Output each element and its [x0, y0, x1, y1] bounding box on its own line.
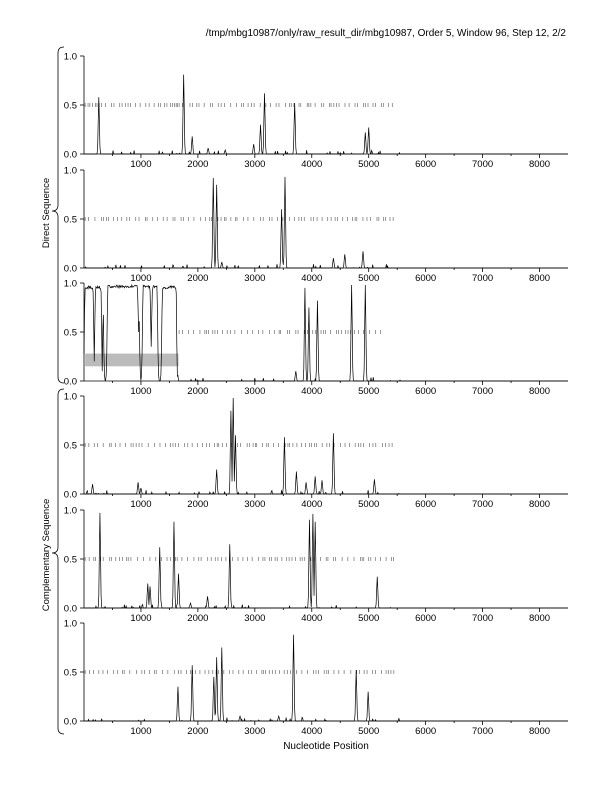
x-tick-label: 7000 — [472, 726, 493, 737]
panel-complementary-frame-2: 0.0 0.5 1.0 1000 2000 3000 4000 5000 6000 7000 800… — [64, 506, 568, 624]
x-tick-label: 5000 — [358, 613, 379, 624]
x-tick-label: 1000 — [130, 386, 151, 397]
x-tick-label: 3000 — [244, 726, 265, 737]
x-tick-label: 2000 — [187, 499, 208, 510]
x-tick-label: 8000 — [529, 159, 550, 170]
x-tick-label: 5000 — [358, 726, 379, 737]
y-tick-label: 0.0 — [64, 717, 77, 728]
x-tick-label: 8000 — [529, 726, 550, 737]
x-tick-label: 1000 — [130, 273, 151, 284]
x-tick-label: 2000 — [187, 159, 208, 170]
x-tick-label: 2000 — [187, 273, 208, 284]
y-tick-label: 1.0 — [64, 392, 77, 403]
complementary-sequence-label: Complementary Sequence — [41, 499, 52, 611]
x-tick-label: 7000 — [472, 499, 493, 510]
x-tick-label: 6000 — [415, 159, 436, 170]
panel-direct-frame-2: 0.0 0.5 1.0 1000 2000 3000 4000 5000 6000 7000 800… — [64, 166, 568, 284]
x-tick-label: 7000 — [472, 273, 493, 284]
y-tick-label: 1.0 — [64, 506, 77, 517]
x-tick-label: 1000 — [130, 159, 151, 170]
panel-direct-frame-3: 0.0 0.5 1.0 1000 2000 3000 4000 5000 6000 7000 800… — [64, 279, 568, 397]
x-tick-label: 8000 — [529, 273, 550, 284]
y-tick-label: 0.0 — [64, 264, 77, 275]
figure-title: /tmp/mbg10987/only/raw_result_dir/mbg109… — [206, 28, 567, 39]
y-tick-label: 0.0 — [64, 150, 77, 161]
panel-direct-frame-1: 0.0 0.5 1.0 1000 2000 3000 4000 5000 6000 7000 800… — [64, 52, 568, 170]
y-tick-label: 0.5 — [64, 328, 77, 339]
x-tick-label: 4000 — [301, 386, 322, 397]
y-tick-label: 1.0 — [64, 279, 77, 290]
panel-complementary-frame-3: 0.0 0.5 1.0 1000 2000 3000 4000 5000 6000 7000 800… — [64, 619, 568, 737]
x-tick-label: 3000 — [244, 499, 265, 510]
probability-series — [84, 397, 568, 495]
x-tick-label: 6000 — [415, 726, 436, 737]
y-tick-label: 1.0 — [64, 52, 77, 63]
x-tick-label: 8000 — [529, 386, 550, 397]
y-tick-label: 0.5 — [64, 441, 77, 452]
x-tick-label: 3000 — [244, 159, 265, 170]
shaded-band — [85, 353, 179, 367]
x-tick-label: 1000 — [130, 613, 151, 624]
x-tick-label: 6000 — [415, 386, 436, 397]
x-tick-label: 3000 — [244, 386, 265, 397]
x-tick-label: 5000 — [358, 386, 379, 397]
y-tick-label: 0.0 — [64, 604, 77, 615]
x-tick-label: 7000 — [472, 159, 493, 170]
x-tick-label: 1000 — [130, 499, 151, 510]
x-tick-label: 4000 — [301, 273, 322, 284]
x-tick-label: 1000 — [130, 726, 151, 737]
x-tick-label: 6000 — [415, 499, 436, 510]
y-tick-label: 0.5 — [64, 215, 77, 226]
x-tick-label: 5000 — [358, 499, 379, 510]
x-tick-label: 3000 — [244, 613, 265, 624]
complementary-group-brace — [51, 388, 65, 735]
x-tick-label: 7000 — [472, 386, 493, 397]
y-tick-label: 0.5 — [64, 101, 77, 112]
x-tick-label: 5000 — [358, 273, 379, 284]
x-axis-label: Nucleotide Position — [283, 741, 369, 752]
probability-series — [83, 283, 568, 382]
x-tick-label: 4000 — [301, 499, 322, 510]
x-tick-label: 8000 — [529, 613, 550, 624]
x-tick-label: 3000 — [244, 273, 265, 284]
x-tick-label: 4000 — [301, 613, 322, 624]
y-tick-label: 1.0 — [64, 619, 77, 630]
x-tick-label: 7000 — [472, 613, 493, 624]
x-tick-label: 6000 — [415, 273, 436, 284]
y-tick-label: 0.0 — [64, 377, 77, 388]
x-tick-label: 8000 — [529, 499, 550, 510]
y-tick-label: 0.5 — [64, 668, 77, 679]
panel-complementary-frame-1: 0.0 0.5 1.0 1000 2000 3000 4000 5000 6000 7000 800… — [64, 392, 568, 510]
y-tick-label: 1.0 — [64, 166, 77, 177]
x-tick-label: 4000 — [301, 726, 322, 737]
x-tick-label: 2000 — [187, 726, 208, 737]
probability-series — [84, 74, 568, 155]
x-tick-label: 6000 — [415, 613, 436, 624]
x-tick-label: 5000 — [358, 159, 379, 170]
y-tick-label: 0.0 — [64, 490, 77, 501]
probability-series — [84, 512, 568, 609]
y-tick-label: 0.5 — [64, 555, 77, 566]
x-tick-label: 4000 — [301, 159, 322, 170]
probability-series — [84, 176, 568, 269]
probability-series — [84, 634, 568, 722]
direct-sequence-label: Direct Sequence — [41, 178, 52, 248]
x-tick-label: 2000 — [187, 613, 208, 624]
x-tick-label: 2000 — [187, 386, 208, 397]
direct-group-brace — [51, 46, 65, 384]
